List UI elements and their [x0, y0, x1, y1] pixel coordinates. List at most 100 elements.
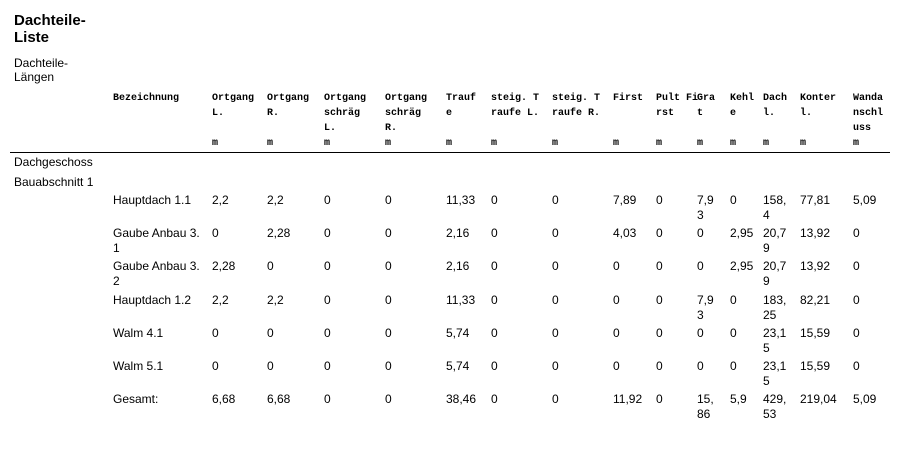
cell-value: 77,81 — [800, 193, 831, 207]
cell-value: 0 — [656, 359, 663, 373]
column-header: Kehle — [730, 93, 755, 119]
column-header: Dachl. — [763, 93, 788, 119]
subtitle: Dachteile-Längen — [14, 56, 69, 84]
cell-value: 0 — [613, 259, 620, 274]
cell-value: 0 — [552, 193, 559, 207]
cell-value: 11,33 — [446, 292, 476, 307]
cell-value: 0 — [212, 359, 219, 373]
column-header: Konterl. — [800, 93, 837, 119]
cell-value: 158,4 — [763, 193, 787, 222]
column-header: Grat — [697, 93, 716, 119]
row-label: Walm 5.1 — [113, 359, 164, 373]
column-unit: m — [656, 138, 663, 149]
cell-value: 5,74 — [446, 325, 470, 340]
header-rule — [10, 152, 890, 153]
cell-value: 5,9 — [730, 392, 747, 407]
cell-value: 0 — [853, 359, 860, 373]
cell-value: 20,79 — [763, 226, 787, 256]
cell-value: 0 — [491, 392, 498, 407]
row-label: Gesamt: — [113, 392, 159, 407]
row-label: Gaube Anbau 3.2 — [113, 259, 200, 289]
cell-value: 5,09 — [853, 193, 877, 207]
cell-value: 0 — [552, 392, 559, 407]
cell-value: 0 — [613, 325, 620, 340]
cell-value: 20,79 — [763, 259, 787, 289]
cell-value: 2,95 — [730, 259, 754, 274]
cell-value: 7,93 — [697, 193, 714, 222]
cell-value: 0 — [697, 226, 704, 241]
cell-value: 0 — [552, 226, 559, 241]
cell-value: 2,95 — [730, 226, 754, 241]
cell-value: 0 — [267, 359, 274, 373]
cell-value: 13,92 — [800, 226, 831, 241]
column-unit: m — [800, 138, 807, 149]
cell-value: 7,89 — [613, 193, 637, 207]
cell-value: 2,2 — [212, 193, 229, 207]
cell-value: 0 — [324, 259, 331, 274]
cell-value: 0 — [730, 325, 737, 340]
cell-value: 23,15 — [763, 359, 787, 388]
cell-value: 0 — [385, 259, 392, 274]
cell-value: 0 — [385, 392, 392, 407]
cell-value: 0 — [267, 325, 274, 340]
column-header: First — [613, 93, 644, 104]
row-label: Hauptdach 1.1 — [113, 193, 192, 207]
cell-value: 0 — [491, 259, 498, 274]
cell-value: 429,53 — [763, 392, 787, 422]
column-header: steig. Traufe L. — [491, 93, 540, 119]
cell-value: 6,68 — [212, 392, 236, 407]
cell-value: 0 — [324, 325, 331, 340]
cell-value: 0 — [385, 325, 392, 340]
column-unit: m — [853, 138, 860, 149]
cell-value: 0 — [697, 325, 704, 340]
cell-value: 0 — [552, 325, 559, 340]
column-unit: m — [491, 138, 498, 149]
cell-value: 0 — [853, 292, 860, 307]
cell-value: 0 — [697, 259, 704, 274]
cell-value: 4,03 — [613, 226, 637, 241]
cell-value: 0 — [552, 259, 559, 274]
row-label: Gaube Anbau 3.1 — [113, 226, 200, 256]
cell-value: 0 — [656, 259, 663, 274]
row-label: Hauptdach 1.2 — [113, 292, 192, 307]
cell-value: 0 — [697, 359, 704, 373]
group-label: Dachgeschoss — [14, 155, 93, 169]
cell-value: 0 — [491, 359, 498, 373]
column-unit: m — [267, 138, 274, 149]
cell-value: 2,28 — [267, 226, 291, 241]
column-header: Ortgang schräg L. — [324, 93, 367, 134]
cell-value: 0 — [385, 359, 392, 373]
cell-value: 0 — [853, 259, 860, 274]
cell-value: 38,46 — [446, 392, 477, 407]
column-header: Ortgang R. — [267, 93, 310, 119]
cell-value: 0 — [491, 292, 498, 307]
column-unit: m — [385, 138, 392, 149]
column-header: Ortgang schräg R. — [385, 93, 428, 134]
cell-value: 11,33 — [446, 193, 476, 207]
cell-value: 15,59 — [800, 325, 831, 340]
cell-value: 0 — [730, 359, 737, 373]
cell-value: 0 — [212, 226, 219, 241]
cell-value: 0 — [656, 193, 663, 207]
cell-value: 0 — [853, 226, 860, 241]
cell-value: 7,93 — [697, 292, 714, 322]
cell-value: 0 — [324, 193, 331, 207]
column-header: Ortgang L. — [212, 93, 255, 119]
cell-value: 0 — [613, 359, 620, 373]
cell-value: 0 — [656, 392, 663, 407]
cell-value: 13,92 — [800, 259, 831, 274]
title: Dachteile-Liste — [14, 12, 86, 46]
cell-value: 0 — [552, 292, 559, 307]
cell-value: 15,86 — [697, 392, 714, 422]
cell-value: 0 — [267, 259, 274, 274]
column-header: Pult First — [656, 93, 699, 119]
column-header: steig. Traufe R. — [552, 93, 601, 119]
column-unit: m — [763, 138, 770, 149]
column-unit: m — [324, 138, 331, 149]
cell-value: 0 — [324, 359, 331, 373]
cell-value: 23,15 — [763, 325, 787, 355]
cell-value: 0 — [212, 325, 219, 340]
cell-value: 0 — [491, 325, 498, 340]
column-unit: m — [613, 138, 620, 149]
